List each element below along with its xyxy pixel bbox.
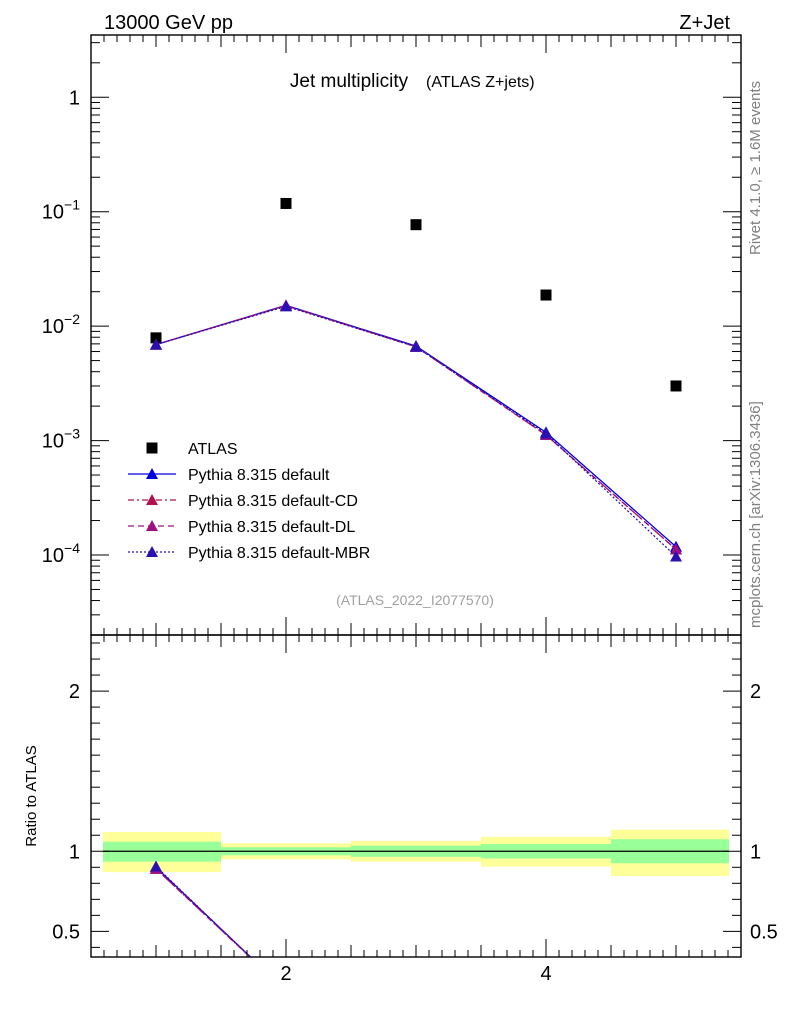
ratio-series-layer [150,860,292,996]
data-point-atlas [150,332,162,344]
ratio-y-tick-label-left: 2 [69,681,80,703]
chart-title: Jet multiplicity [290,71,409,92]
ratio-series-pythia-8-315-default-mbr [150,860,292,996]
legend-marker [146,520,158,531]
ratio-y-tick-label-right: 1 [750,841,761,863]
legend-label: Pythia 8.315 default-DL [188,519,355,536]
main-ticks-layer: 1 10−1 10−2 10−3 10−4 [42,35,741,636]
main-y-tick-label: 10−3 [42,426,80,453]
main-y-tick-label: 1 [69,87,80,109]
data-point-atlas [670,380,682,392]
legend-marker [146,468,158,479]
legend-item-atlas: ATLAS [146,441,238,458]
ratio-ticks-layer: 0.5 0.5 1 1 2 2 2 4 [52,635,778,985]
main-series-layer [150,197,682,562]
legend-item-pythia-8-315-default: Pythia 8.315 default [128,467,330,484]
legend-label: ATLAS [188,441,238,458]
legend: ATLAS Pythia 8.315 default Pythia 8.315 de… [128,441,370,562]
main-y-tick-label: 10−2 [42,311,80,338]
data-point-atlas [280,197,292,209]
legend-marker [146,442,158,454]
ratio-bands-layer [103,829,729,877]
data-point-pythia-8-315-default-mbr [280,300,292,312]
analysis-id-label: (ATLAS_2022_I2077570) [336,592,494,608]
energy-label: 13000 GeV pp [104,12,233,34]
ratio-ylabel: Ratio to ATLAS [23,745,40,846]
rivet-version-label: Rivet 4.1.0, ≥ 1.6M events [747,81,764,255]
main-y-tick-label: 10−4 [42,540,80,567]
data-point-atlas [540,289,552,301]
legend-item-pythia-8-315-default-dl: Pythia 8.315 default-DL [128,519,355,536]
ratio-point-pythia-8-315-default-mbr [280,985,292,996]
series-pythia-8-315-default-mbr [150,300,682,562]
legend-item-pythia-8-315-default-mbr: Pythia 8.315 default-MBR [128,545,370,562]
legend-marker [146,494,158,505]
ratio-frame [90,634,742,958]
series-line-pythia-8-315-default-cd [155,304,677,550]
ratio-panel: 0.5 0.5 1 1 2 2 2 4 Ratio to ATLAS [23,634,778,996]
legend-label: Pythia 8.315 default-CD [188,493,358,510]
data-point-pythia-8-315-default-mbr [150,338,162,350]
ratio-y-tick-label-left: 1 [69,841,80,863]
mcplots-label: mcplots.cern.ch [arXiv:1306.3436] [747,401,764,628]
x-tick-label: 4 [540,963,551,985]
ratio-line-pythia-8-315-default-cd [155,868,252,957]
series-pythia-8-315-default-dl [150,299,682,555]
data-point-pythia-8-315-default-mbr [670,550,682,562]
process-label: Z+Jet [679,12,730,34]
legend-label: Pythia 8.315 default-MBR [188,545,370,562]
legend-label: Pythia 8.315 default [188,467,330,484]
series-pythia-8-315-default-cd [150,299,682,555]
main-y-tick-label: 10−1 [42,197,80,224]
ratio-point-pythia-8-315-default-cd [280,985,292,996]
x-tick-label: 2 [280,963,291,985]
ratio-y-tick-label-left: 0.5 [52,921,80,943]
legend-item-pythia-8-315-default-cd: Pythia 8.315 default-CD [128,493,358,510]
ratio-y-tick-label-right: 2 [750,681,761,703]
ratio-point-pythia-8-315-default-dl [280,985,292,996]
data-point-pythia-8-315-default-mbr [410,340,422,352]
legend-marker [146,546,158,557]
series-atlas [150,197,682,392]
data-point-pythia-8-315-default-mbr [540,427,552,439]
ratio-point-pythia-8-315-default [280,985,292,996]
ratio-y-tick-label-right: 0.5 [750,921,778,943]
series-pythia-8-315-default [150,299,682,552]
main-panel: 1 10−1 10−2 10−3 10−4 Jet multiplicity (ATLA… [42,34,742,636]
ratio-point-pythia-8-315-default-mbr [150,860,162,872]
data-point-pythia-8-315-default-dl [670,543,682,555]
data-point-atlas [410,219,422,231]
chart-subtitle: (ATLAS Z+jets) [426,74,535,91]
